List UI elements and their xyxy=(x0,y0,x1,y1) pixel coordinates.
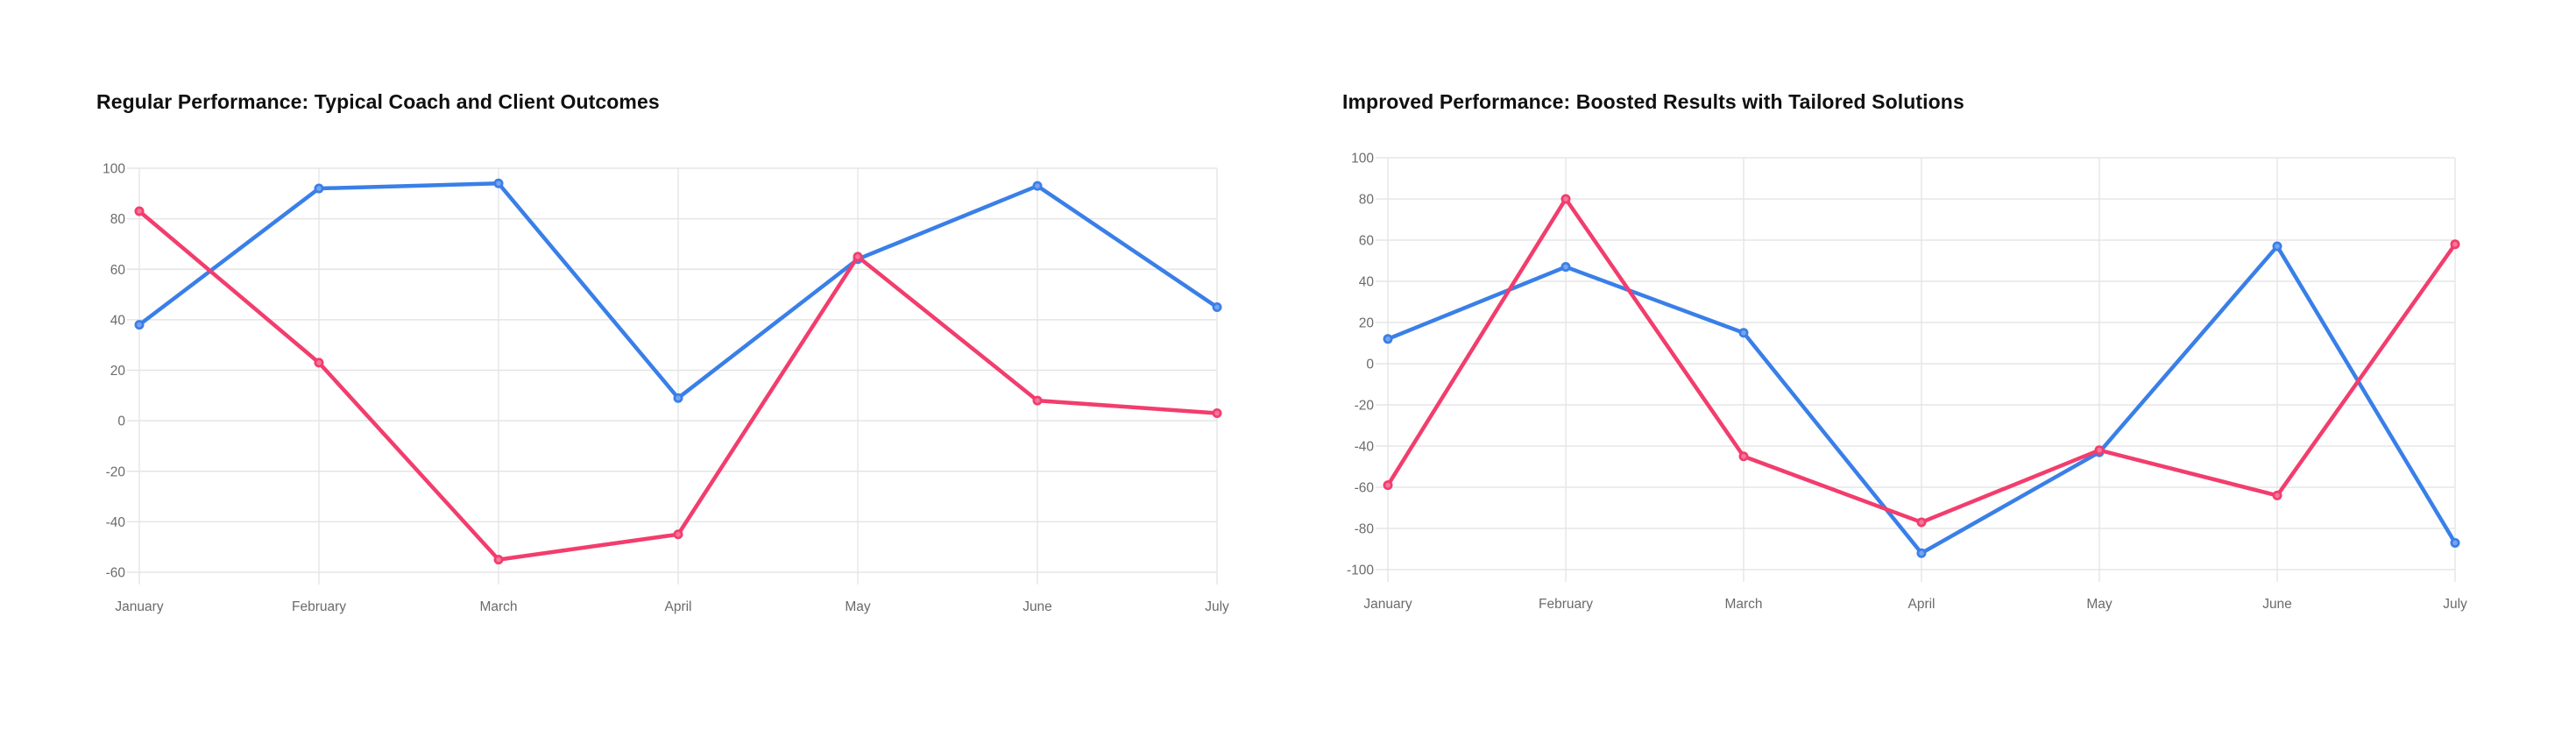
data-point xyxy=(853,252,863,262)
data-point xyxy=(1560,262,1571,273)
chart-improved-performance: Improved Performance: Boosted Results wi… xyxy=(1288,0,2576,737)
y-tick-label: 80 xyxy=(1359,193,1375,208)
y-tick-label: -100 xyxy=(1347,563,1374,578)
data-point-center xyxy=(316,360,322,365)
y-tick-label: -80 xyxy=(1355,522,1375,537)
x-tick-label: April xyxy=(664,599,691,614)
y-tick-label: -60 xyxy=(1355,481,1375,496)
y-tick-label: -60 xyxy=(106,566,126,581)
y-tick-label: 40 xyxy=(110,313,126,328)
y-tick-label: -20 xyxy=(1355,399,1375,414)
data-point xyxy=(493,178,504,188)
data-point-center xyxy=(1563,196,1568,202)
y-tick-label: 40 xyxy=(1359,275,1375,290)
data-point xyxy=(134,206,145,216)
y-tick-label: -40 xyxy=(106,515,126,530)
data-point xyxy=(493,555,504,565)
data-point-center xyxy=(2097,447,2102,453)
data-point xyxy=(2450,537,2460,548)
data-point-center xyxy=(316,186,322,191)
line-chart-regular: 100 80 60 40 20 0 -20 -40 -60 January February Marc… xyxy=(103,162,1229,615)
data-point xyxy=(2094,445,2105,456)
data-point xyxy=(673,529,683,540)
data-point xyxy=(314,358,324,368)
x-tick-label: May xyxy=(2086,597,2112,612)
data-point xyxy=(1738,451,1749,462)
x-tick-label: July xyxy=(1205,599,1229,614)
x-tick-label: March xyxy=(1724,597,1762,612)
x-tick-label: March xyxy=(479,599,517,614)
data-point xyxy=(2272,490,2282,500)
data-point-center xyxy=(1214,410,1220,416)
data-point-center xyxy=(1919,520,1924,525)
data-point xyxy=(1032,181,1043,191)
data-point xyxy=(1738,328,1749,338)
y-tick-label: -40 xyxy=(1355,440,1375,455)
y-tick-label: 80 xyxy=(110,212,126,227)
data-point xyxy=(1916,548,1927,558)
line-chart-improved: 100 80 60 40 20 0 -20 -40 -60 -80 -100 January Febru… xyxy=(1347,152,2467,613)
y-tick-label: 100 xyxy=(103,162,125,177)
x-tick-label: April xyxy=(1907,597,1935,612)
data-point-center xyxy=(1385,482,1391,488)
data-point xyxy=(1032,395,1043,406)
data-point-center xyxy=(2452,241,2458,247)
y-tick-label: 20 xyxy=(1359,316,1375,331)
x-tick-label: January xyxy=(115,599,163,614)
data-point-center xyxy=(137,209,142,214)
data-point-center xyxy=(137,322,142,328)
y-tick-label: 60 xyxy=(110,263,126,278)
chart-regular-performance: Regular Performance: Typical Coach and C… xyxy=(96,90,1229,615)
y-tick-label: 20 xyxy=(110,364,126,379)
data-point xyxy=(1916,517,1927,528)
x-tick-label: February xyxy=(1539,597,1593,612)
chart-title-improved: Improved Performance: Boosted Results wi… xyxy=(1342,90,1964,113)
data-point-center xyxy=(1035,398,1040,403)
data-point xyxy=(1212,407,1222,418)
x-tick-label: January xyxy=(1363,597,1412,612)
data-point-center xyxy=(676,395,681,400)
data-point-center xyxy=(2275,493,2280,499)
data-point xyxy=(1560,194,1571,204)
data-point xyxy=(1383,334,1393,344)
data-point-center xyxy=(855,254,860,259)
data-point-center xyxy=(496,556,501,563)
chart-title-regular: Regular Performance: Typical Coach and C… xyxy=(96,90,660,113)
data-point xyxy=(314,183,324,194)
y-tick-label: -20 xyxy=(106,464,126,479)
data-point-center xyxy=(676,531,681,537)
data-point-center xyxy=(1563,264,1568,270)
data-point-center xyxy=(1385,337,1391,342)
y-tick-label: 60 xyxy=(1359,234,1375,249)
x-tick-label: June xyxy=(1023,599,1052,614)
y-tick-label: 0 xyxy=(1366,358,1374,372)
data-point-center xyxy=(496,181,501,187)
data-point-center xyxy=(1214,304,1220,310)
data-point xyxy=(1212,301,1222,312)
data-point xyxy=(2450,239,2460,250)
x-tick-label: February xyxy=(292,599,346,614)
data-point-center xyxy=(1919,550,1924,556)
data-point xyxy=(134,320,145,330)
data-point xyxy=(673,393,683,403)
data-point-center xyxy=(2452,540,2458,546)
data-point-center xyxy=(1741,330,1746,336)
x-tick-label: July xyxy=(2443,597,2467,612)
y-tick-label: 0 xyxy=(117,415,125,429)
data-point-center xyxy=(2275,244,2280,249)
y-tick-label: 100 xyxy=(1351,152,1374,167)
data-point xyxy=(1383,480,1393,491)
data-point-center xyxy=(1741,453,1746,459)
data-point xyxy=(2272,241,2282,252)
data-point-center xyxy=(1035,183,1040,188)
x-tick-label: June xyxy=(2262,597,2292,612)
x-tick-label: May xyxy=(845,599,871,614)
